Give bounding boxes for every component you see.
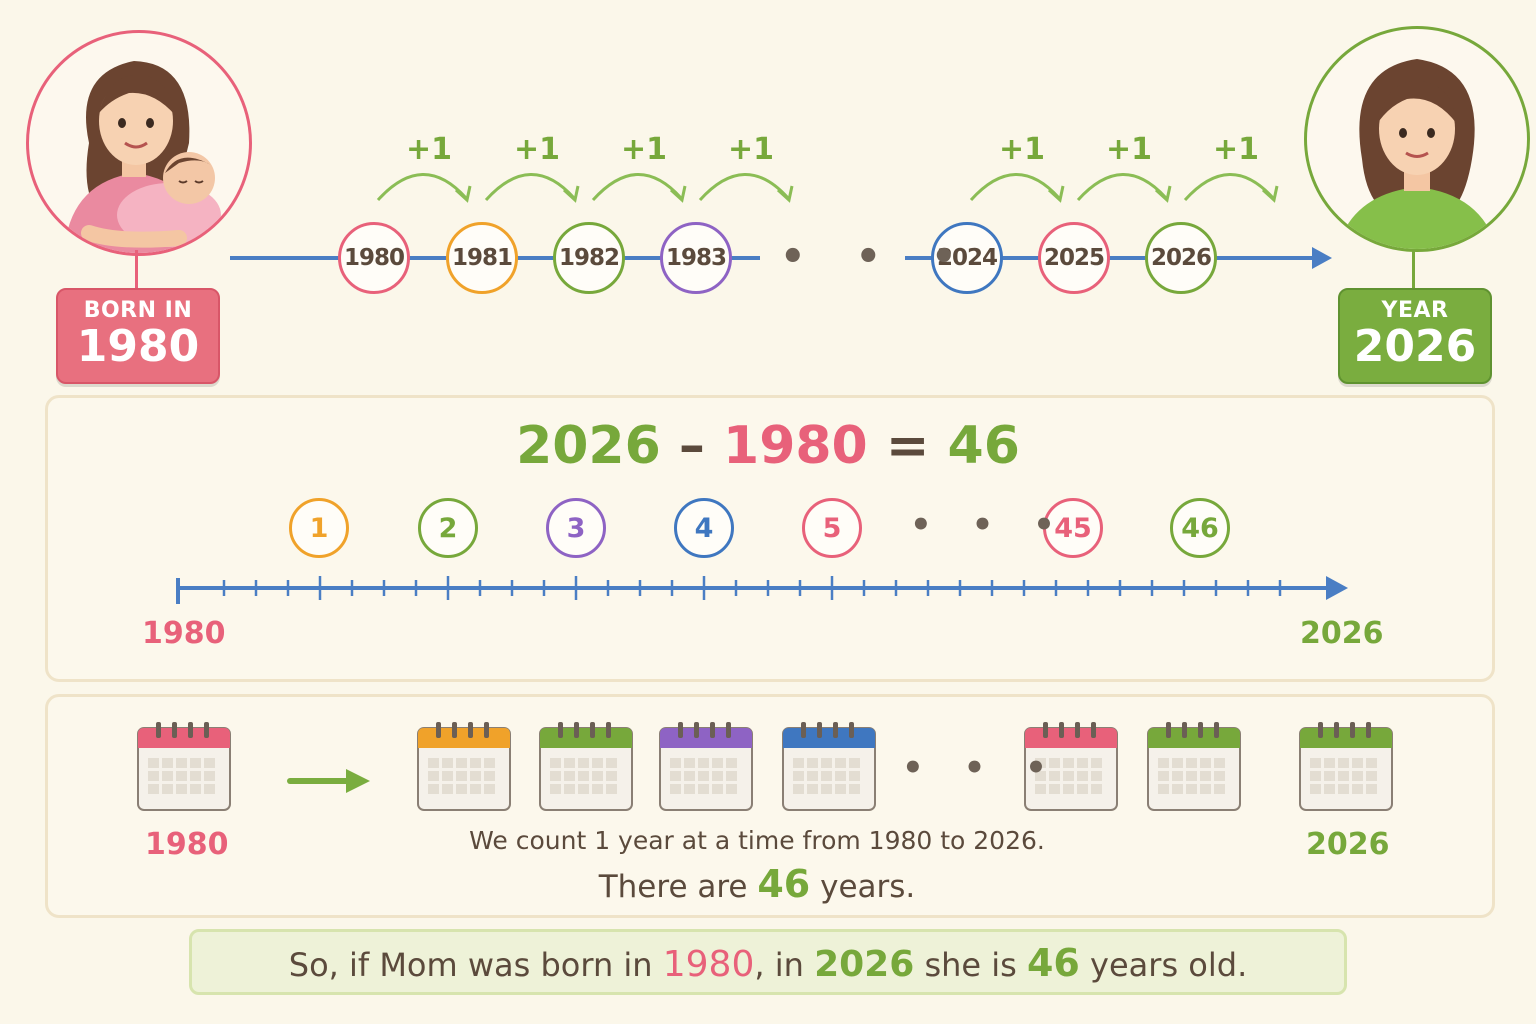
timeline-arrowhead: [1312, 247, 1332, 269]
plus-one-label: +1: [514, 132, 561, 167]
born-in-badge: BORN IN 1980: [56, 288, 220, 384]
born-in-label: BORN IN: [83, 298, 193, 323]
count-circle-5: 5: [802, 498, 862, 558]
plus-one-arc: [1076, 173, 1168, 202]
count-circle-2: 2: [418, 498, 478, 558]
count-circle-45: 45: [1043, 498, 1103, 558]
calendar-start-label: 1980: [145, 827, 229, 862]
plus-one-arrowhead: [562, 185, 580, 203]
plus-one-label: +1: [621, 132, 668, 167]
conclusion-part1: So, if Mom was born in: [288, 946, 653, 984]
calendar-icon: [538, 720, 634, 812]
calendar-icon: [781, 720, 877, 812]
year-circle-1982: 1982: [553, 222, 625, 294]
plus-one-arrowhead: [776, 185, 794, 203]
count-ellipsis: • • •: [910, 505, 1069, 545]
conclusion-born-year: 1980: [662, 944, 755, 985]
right-connector: [1412, 250, 1415, 288]
calendar-icon: [1023, 720, 1119, 812]
year-circle-2024: 2024: [931, 222, 1003, 294]
plus-one-label: +1: [406, 132, 453, 167]
calendar-panel: [45, 694, 1495, 918]
calendar-icon: [658, 720, 754, 812]
plus-one-arrowhead: [1261, 185, 1279, 203]
equation-minus: –: [678, 416, 705, 476]
mom-adult-portrait: [1304, 26, 1530, 252]
calendar-icon: [416, 720, 512, 812]
mom-with-baby-portrait: [26, 30, 252, 256]
mom-adult-illustration: [1337, 59, 1497, 249]
conclusion-part3: she is: [924, 946, 1017, 984]
year-circle-2026: 2026: [1145, 222, 1217, 294]
plus-one-label: +1: [999, 132, 1046, 167]
year-circle-1980: 1980: [338, 222, 410, 294]
born-year: 1980: [76, 321, 200, 372]
count-axis: [176, 576, 1348, 604]
plus-one-arc: [484, 173, 576, 202]
years-total-number: 46: [757, 862, 811, 906]
plus-one-arrowhead: [1047, 185, 1065, 203]
mom-with-baby-illustration: [64, 61, 221, 253]
green-arrow-icon: [287, 769, 370, 793]
plus-one-arc: [1183, 173, 1275, 202]
conclusion-part2: , in: [754, 946, 804, 984]
year-circle-1981: 1981: [446, 222, 518, 294]
count-start-label: 1980: [142, 616, 226, 651]
years-total-pre: There are: [598, 869, 748, 905]
calendar-icon: [1146, 720, 1242, 812]
plus-one-arc: [376, 173, 468, 202]
count-circle-1: 1: [289, 498, 349, 558]
equation-right: 1980: [723, 416, 868, 476]
equation-equals: =: [885, 416, 930, 476]
count-axis-arrowhead: [1326, 576, 1348, 600]
calendar-icon: [1298, 720, 1394, 812]
equation-result: 46: [947, 416, 1020, 476]
year-badge: YEAR 2026: [1338, 288, 1492, 384]
conclusion-box: So, if Mom was born in 1980, in 2026 she…: [189, 929, 1347, 995]
calendar-icon: [136, 720, 232, 812]
plus-one-arrowhead: [1154, 185, 1172, 203]
count-circle-46: 46: [1170, 498, 1230, 558]
current-year: 2026: [1353, 321, 1477, 372]
conclusion-age: 46: [1026, 941, 1080, 985]
years-total-line: There are 46 years.: [0, 862, 1514, 906]
conclusion-current-year: 2026: [814, 944, 915, 985]
equation-left: 2026: [516, 416, 661, 476]
left-connector: [135, 250, 138, 288]
count-circle-4: 4: [674, 498, 734, 558]
equation-panel: [45, 395, 1495, 682]
calendar-ellipsis: • • •: [902, 748, 1061, 788]
count-end-label: 2026: [1300, 616, 1384, 651]
conclusion-part4: years old.: [1090, 946, 1248, 984]
count-explanation: We count 1 year at a time from 1980 to 2…: [469, 826, 1045, 855]
year-label: YEAR: [1381, 298, 1449, 323]
count-circle-3: 3: [546, 498, 606, 558]
top-ellipsis: • • •: [780, 234, 975, 280]
calendar-end-label: 2026: [1306, 827, 1390, 862]
year-circle-2025: 2025: [1038, 222, 1110, 294]
plus-one-arrowhead: [669, 185, 687, 203]
plus-one-arc: [591, 173, 683, 202]
equation: 2026 – 1980 = 46: [0, 416, 1536, 476]
plus-one-label: +1: [728, 132, 775, 167]
years-total-post: years.: [820, 869, 916, 905]
year-circle-1983: 1983: [660, 222, 732, 294]
plus-one-arc: [698, 173, 790, 202]
plus-one-label: +1: [1213, 132, 1260, 167]
plus-one-arrowhead: [454, 185, 472, 203]
plus-one-arc: [969, 173, 1061, 202]
plus-one-label: +1: [1106, 132, 1153, 167]
